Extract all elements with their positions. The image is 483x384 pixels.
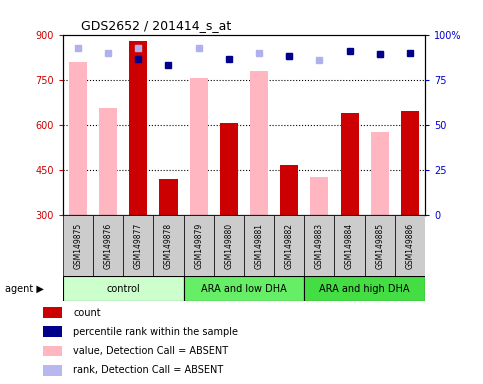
Bar (274, 215, 304, 276)
Bar (280, 164, 298, 215)
Bar (189, 78, 208, 215)
Bar (401, 111, 419, 215)
Bar (99, 108, 117, 215)
Bar (250, 71, 268, 215)
Bar (311, 177, 328, 215)
Bar (184, 215, 213, 276)
Bar (304, 215, 334, 276)
Text: ARA and high DHA: ARA and high DHA (319, 284, 410, 294)
Text: GSM149883: GSM149883 (315, 223, 324, 269)
Text: value, Detection Call = ABSENT: value, Detection Call = ABSENT (73, 346, 228, 356)
Bar (220, 123, 238, 215)
Bar (93, 215, 123, 276)
Bar (341, 113, 358, 215)
Text: GSM149882: GSM149882 (284, 223, 294, 269)
Text: percentile rank within the sample: percentile rank within the sample (73, 327, 239, 337)
Bar (304, 276, 425, 301)
Bar (213, 215, 244, 276)
Bar (244, 215, 274, 276)
Text: GSM149878: GSM149878 (164, 223, 173, 269)
Text: agent ▶: agent ▶ (5, 284, 43, 294)
Text: GSM149885: GSM149885 (375, 223, 384, 269)
Bar (159, 179, 178, 215)
Bar (371, 132, 389, 215)
Bar (334, 215, 365, 276)
Text: GSM149881: GSM149881 (255, 223, 264, 269)
Bar (43, 346, 62, 356)
Text: control: control (106, 284, 140, 294)
Text: GSM149877: GSM149877 (134, 223, 143, 269)
Text: ARA and low DHA: ARA and low DHA (201, 284, 287, 294)
Text: GSM149880: GSM149880 (224, 223, 233, 269)
Text: GSM149879: GSM149879 (194, 223, 203, 269)
Bar (63, 215, 93, 276)
Bar (154, 215, 184, 276)
Bar (43, 326, 62, 337)
Text: GSM149875: GSM149875 (73, 223, 83, 269)
Bar (43, 365, 62, 376)
Text: GSM149886: GSM149886 (405, 223, 414, 269)
Text: GSM149884: GSM149884 (345, 223, 354, 269)
Bar (395, 215, 425, 276)
Text: rank, Detection Call = ABSENT: rank, Detection Call = ABSENT (73, 365, 224, 375)
Text: GDS2652 / 201414_s_at: GDS2652 / 201414_s_at (81, 19, 231, 32)
Bar (43, 307, 62, 318)
Text: count: count (73, 308, 101, 318)
Bar (63, 276, 184, 301)
Bar (123, 215, 154, 276)
Bar (184, 276, 304, 301)
Bar (365, 215, 395, 276)
Bar (69, 62, 87, 215)
Text: GSM149876: GSM149876 (103, 223, 113, 269)
Bar (129, 41, 147, 215)
